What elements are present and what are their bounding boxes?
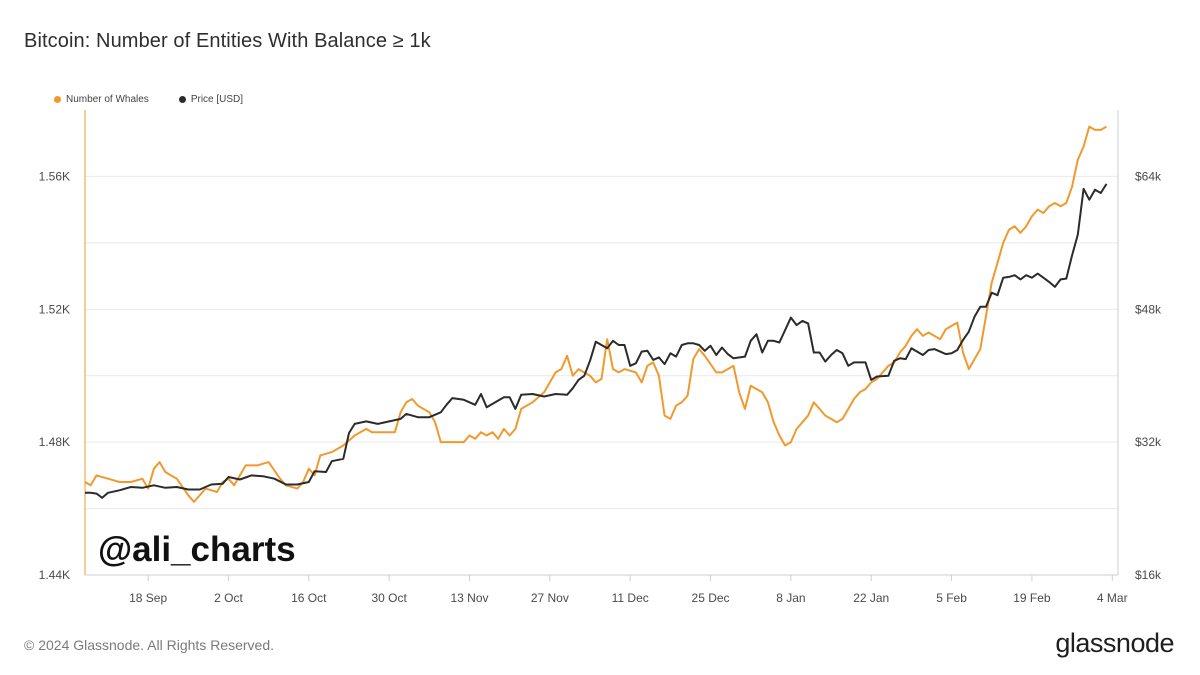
y-right-tick-label: $64k bbox=[1135, 169, 1162, 183]
x-tick-label: 5 Feb bbox=[936, 591, 967, 605]
legend-label-price: Price [USD] bbox=[190, 94, 244, 105]
x-tick-label: 8 Jan bbox=[776, 591, 805, 605]
legend-dot-price bbox=[178, 96, 186, 103]
y-right-tick-label: $16k bbox=[1135, 568, 1162, 582]
legend: Number of Whales Price [USD] bbox=[54, 94, 243, 105]
x-tick-label: 27 Nov bbox=[531, 591, 569, 605]
legend-label-whales: Number of Whales bbox=[66, 94, 149, 105]
x-tick-label: 11 Dec bbox=[612, 591, 649, 605]
x-tick-label: 19 Feb bbox=[1013, 591, 1051, 605]
legend-item-price[interactable]: Price [USD] bbox=[178, 94, 244, 105]
y-right-tick-label: $32k bbox=[1135, 435, 1162, 449]
y-left-tick-label: 1.52K bbox=[39, 302, 70, 316]
glassnode-logo: glassnode bbox=[1055, 628, 1174, 658]
y-left-tick-label: 1.56K bbox=[39, 169, 70, 183]
x-tick-label: 22 Jan bbox=[853, 591, 889, 605]
x-tick-label: 4 Mar bbox=[1097, 591, 1128, 605]
y-right-tick-label: $48k bbox=[1135, 302, 1162, 316]
series-line-price bbox=[85, 183, 1108, 499]
x-tick-label: 25 Dec bbox=[692, 591, 730, 605]
x-tick-label: 18 Sep bbox=[129, 591, 167, 605]
x-tick-label: 2 Oct bbox=[214, 591, 243, 605]
chart-title: Bitcoin: Number of Entities With Balance… bbox=[24, 30, 431, 52]
x-tick-label: 13 Nov bbox=[450, 591, 488, 605]
legend-item-whales[interactable]: Number of Whales bbox=[54, 94, 149, 105]
series-line-whales bbox=[84, 125, 1108, 503]
copyright-footer: © 2024 Glassnode. All Rights Reserved. bbox=[24, 637, 275, 653]
y-left-tick-label: 1.44K bbox=[39, 568, 70, 582]
x-tick-label: 16 Oct bbox=[291, 591, 327, 605]
x-tick-label: 30 Oct bbox=[371, 591, 407, 605]
y-left-tick-label: 1.48K bbox=[39, 435, 70, 449]
watermark: @ali_charts bbox=[98, 530, 296, 569]
legend-dot-whales bbox=[54, 96, 61, 103]
